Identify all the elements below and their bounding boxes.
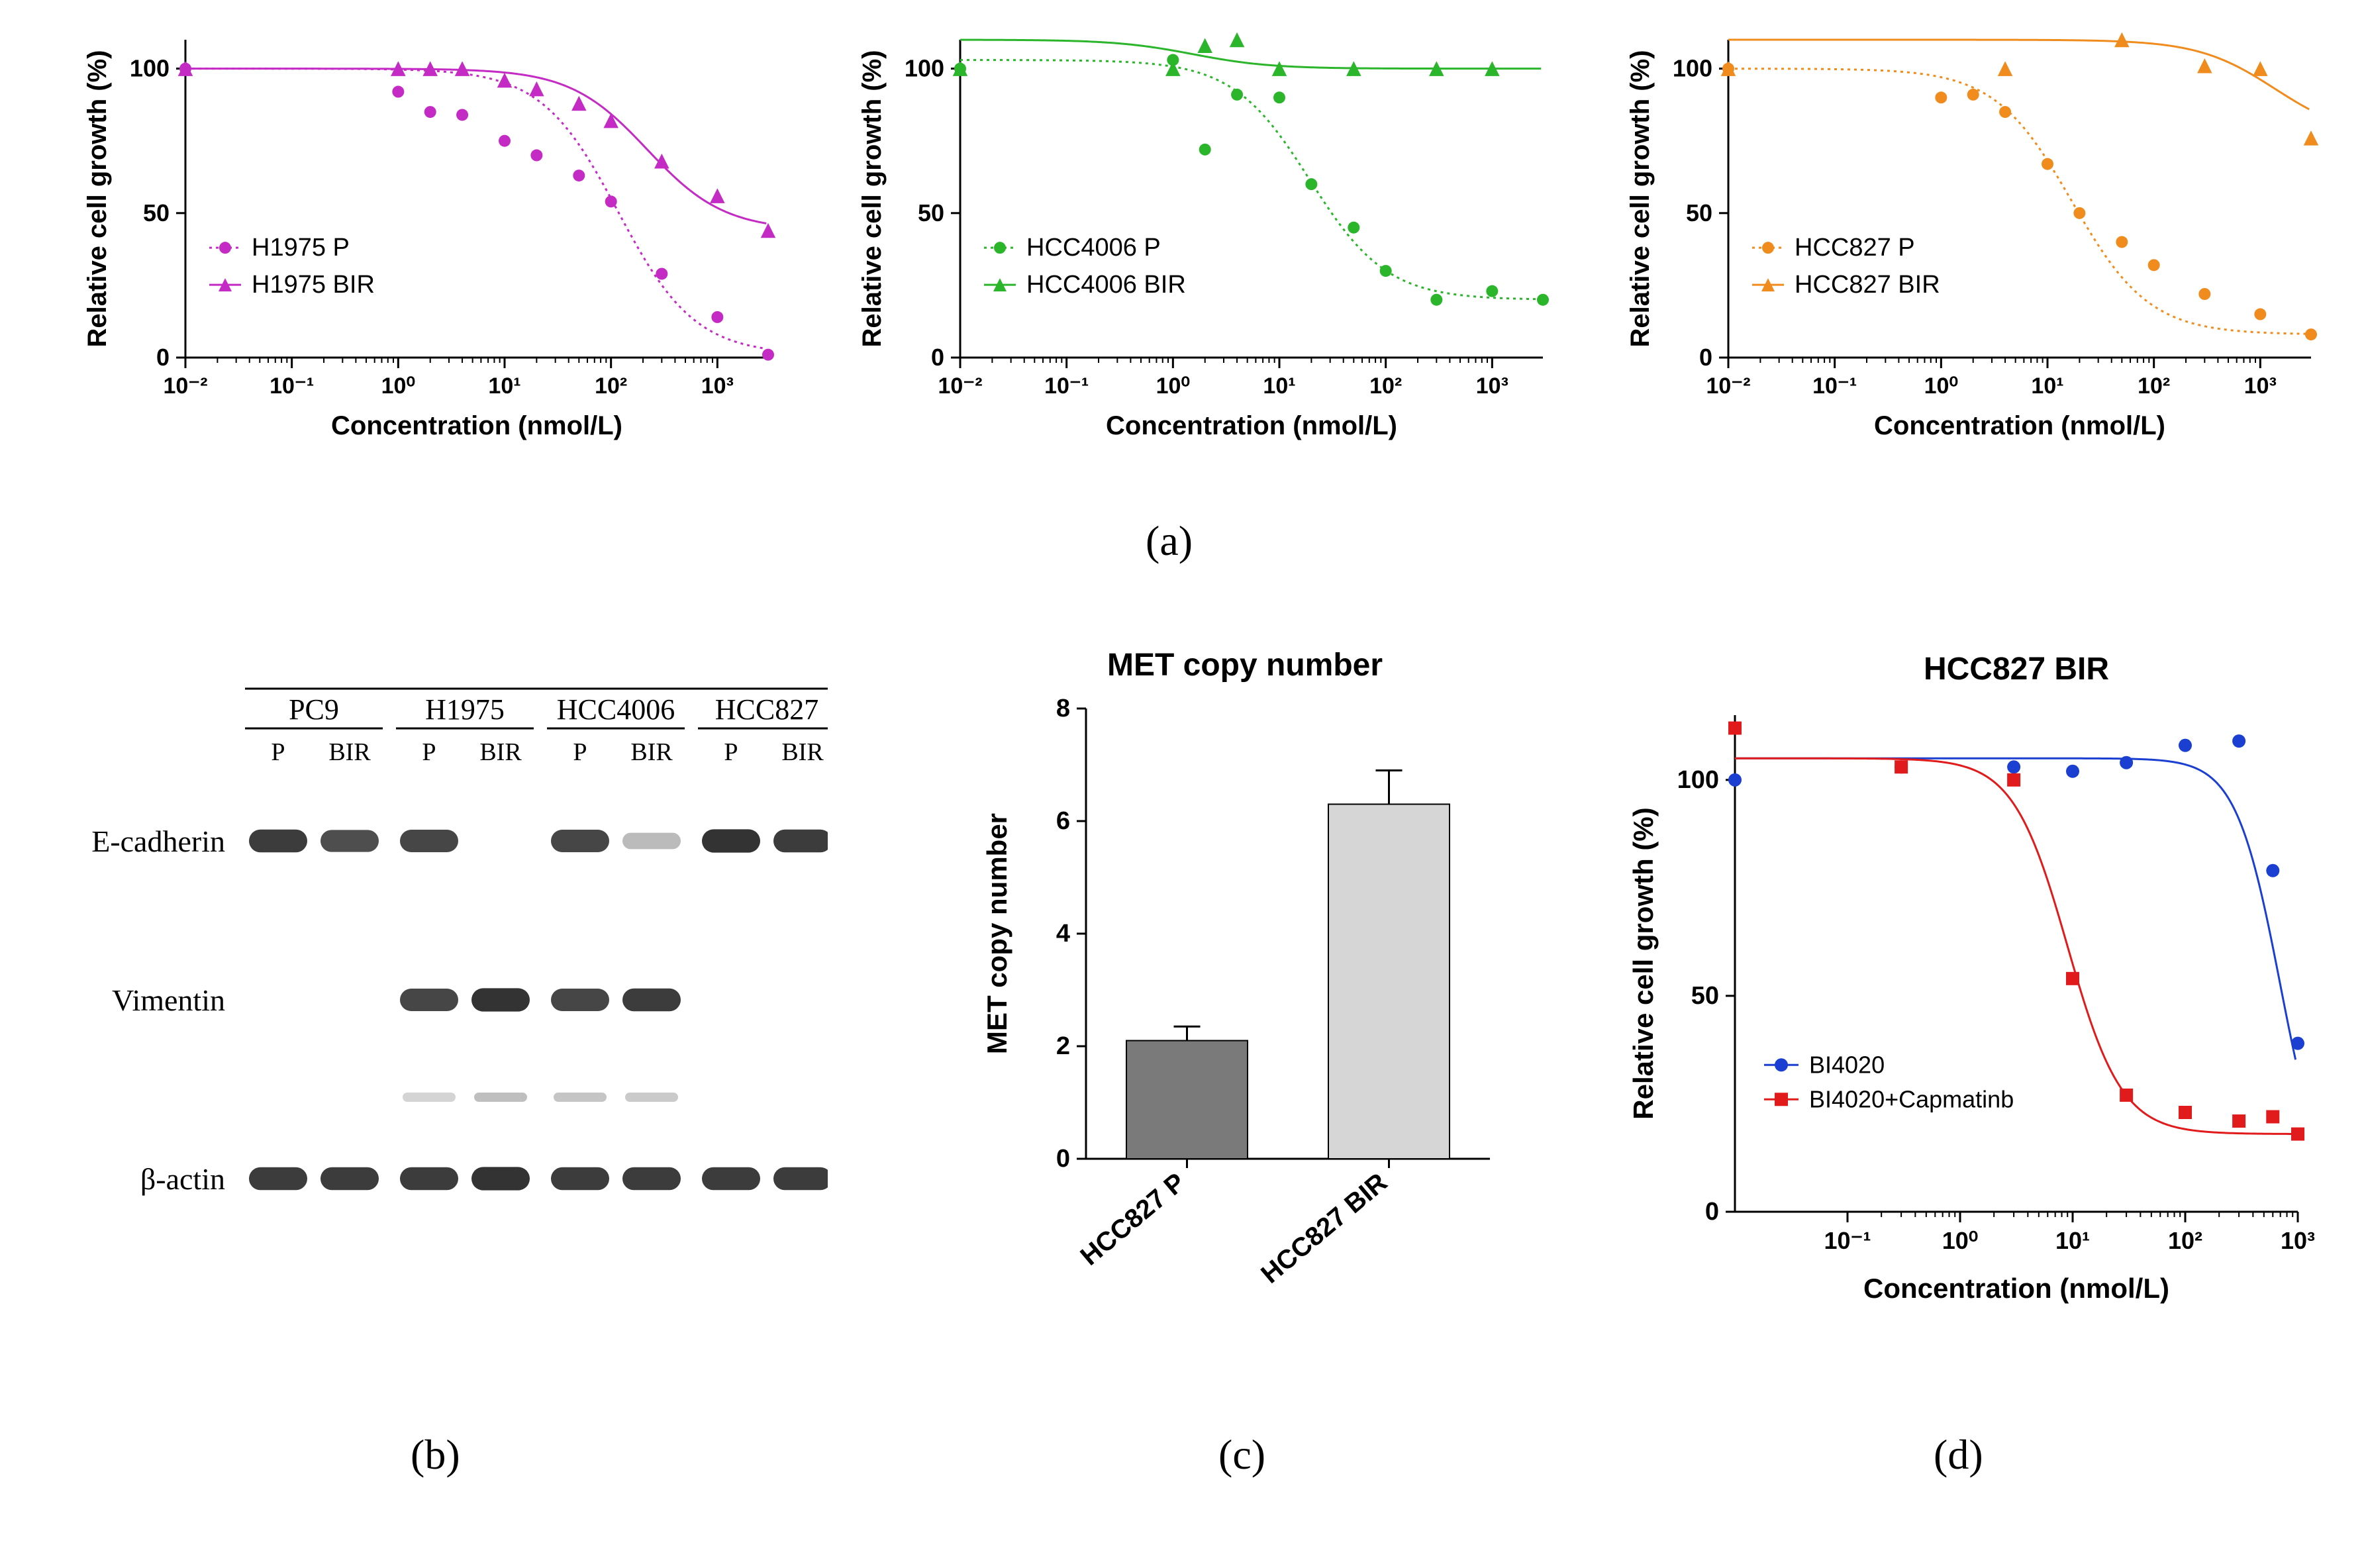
svg-text:10⁻¹: 10⁻¹ <box>270 373 314 399</box>
dose-response-chart-hcc4006: 0 50 100 10⁻² 10⁻¹ 10⁰ 10¹ 10² 10³ Concentration … <box>848 26 1563 450</box>
dose-response-chart-hcc827: 0 50 100 10⁻² 10⁻¹ 10⁰ 10¹ 10² 10³ Concentration … <box>1616 26 2331 450</box>
svg-text:50: 50 <box>1686 199 1712 226</box>
svg-text:10⁻¹: 10⁻¹ <box>1812 373 1857 399</box>
svg-text:100: 100 <box>130 55 170 82</box>
svg-text:10⁰: 10⁰ <box>381 373 415 399</box>
svg-text:H1975: H1975 <box>425 693 505 726</box>
svg-text:100: 100 <box>905 55 944 82</box>
svg-text:2: 2 <box>1056 1032 1070 1060</box>
svg-text:10⁻²: 10⁻² <box>163 373 207 399</box>
svg-text:10²: 10² <box>595 373 627 399</box>
svg-text:10¹: 10¹ <box>2031 373 2063 399</box>
svg-text:Concentration (nmol/L): Concentration (nmol/L) <box>331 411 622 440</box>
svg-text:H1975 BIR: H1975 BIR <box>252 271 375 299</box>
svg-text:HCC827 BIR: HCC827 BIR <box>1924 652 2109 687</box>
svg-text:10²: 10² <box>1369 373 1402 399</box>
svg-text:E-cadherin: E-cadherin <box>91 824 225 858</box>
svg-text:Vimentin: Vimentin <box>112 983 225 1017</box>
sublabel-d: (d) <box>1934 1430 1983 1479</box>
svg-text:10³: 10³ <box>1476 373 1508 399</box>
svg-text:10¹: 10¹ <box>1263 373 1295 399</box>
svg-text:10²: 10² <box>2168 1227 2202 1254</box>
svg-text:10³: 10³ <box>2244 373 2277 399</box>
svg-text:HCC827 BIR: HCC827 BIR <box>1256 1167 1393 1289</box>
svg-text:HCC4006: HCC4006 <box>557 693 675 726</box>
svg-text:Relative cell growth (%): Relative cell growth (%) <box>1626 50 1655 348</box>
svg-text:0: 0 <box>1705 1198 1719 1226</box>
svg-text:10⁻¹: 10⁻¹ <box>1044 373 1089 399</box>
svg-text:10³: 10³ <box>701 373 734 399</box>
hcc827bir-combo-chart: HCC827 BIR 0 50 100 10⁻¹ 10⁰ 10¹ 10² 10³ Concentr… <box>1616 642 2318 1318</box>
svg-text:100: 100 <box>1677 766 1719 794</box>
svg-text:50: 50 <box>918 199 944 226</box>
svg-text:50: 50 <box>1691 982 1719 1010</box>
svg-text:HCC827: HCC827 <box>715 693 818 726</box>
svg-text:0: 0 <box>156 344 170 371</box>
svg-text:50: 50 <box>143 199 170 226</box>
svg-text:MET copy number: MET copy number <box>1107 648 1383 683</box>
svg-text:HCC827 BIR: HCC827 BIR <box>1795 271 1940 299</box>
svg-text:10⁰: 10⁰ <box>1942 1227 1978 1254</box>
svg-text:H1975 P: H1975 P <box>252 234 350 262</box>
svg-text:100: 100 <box>1673 55 1712 82</box>
svg-text:6: 6 <box>1056 807 1070 835</box>
svg-text:P: P <box>573 738 587 766</box>
svg-text:P: P <box>422 738 436 766</box>
svg-text:P: P <box>724 738 738 766</box>
svg-text:0: 0 <box>1699 344 1712 371</box>
svg-text:P: P <box>271 738 285 766</box>
svg-text:PC9: PC9 <box>289 693 339 726</box>
svg-text:HCC827 P: HCC827 P <box>1795 234 1915 262</box>
svg-text:BIR: BIR <box>479 738 522 766</box>
svg-text:HCC4006 BIR: HCC4006 BIR <box>1026 271 1186 299</box>
svg-text:10⁰: 10⁰ <box>1156 373 1190 399</box>
svg-text:10³: 10³ <box>2281 1227 2315 1254</box>
svg-text:BIR: BIR <box>781 738 824 766</box>
svg-text:BI4020+Capmatinb: BI4020+Capmatinb <box>1809 1085 2014 1112</box>
svg-text:0: 0 <box>931 344 944 371</box>
svg-text:Concentration (nmol/L): Concentration (nmol/L) <box>1106 411 1397 440</box>
svg-text:BIR: BIR <box>630 738 673 766</box>
svg-text:BIR: BIR <box>328 738 371 766</box>
svg-text:10¹: 10¹ <box>488 373 520 399</box>
svg-text:10⁻¹: 10⁻¹ <box>1824 1227 1871 1254</box>
svg-text:HCC4006 P: HCC4006 P <box>1026 234 1161 262</box>
svg-text:BI4020: BI4020 <box>1809 1051 1885 1078</box>
svg-text:10⁻²: 10⁻² <box>938 373 982 399</box>
sublabel-c: (c) <box>1218 1430 1265 1479</box>
svg-text:0: 0 <box>1056 1145 1070 1173</box>
svg-text:Concentration (nmol/L): Concentration (nmol/L) <box>1874 411 2165 440</box>
svg-text:Relative cell growth (%): Relative cell growth (%) <box>83 50 112 348</box>
svg-text:MET copy number: MET copy number <box>981 813 1012 1054</box>
svg-text:10¹: 10¹ <box>2055 1227 2090 1254</box>
svg-text:8: 8 <box>1056 695 1070 722</box>
svg-text:HCC827 P: HCC827 P <box>1075 1167 1191 1271</box>
svg-text:Relative cell growth (%): Relative cell growth (%) <box>858 50 887 348</box>
sublabel-a: (a) <box>1146 516 1193 565</box>
svg-text:β-actin: β-actin <box>140 1162 225 1196</box>
svg-text:10⁻²: 10⁻² <box>1706 373 1750 399</box>
svg-text:Concentration (nmol/L): Concentration (nmol/L) <box>1863 1273 2169 1304</box>
sublabel-b: (b) <box>411 1430 460 1479</box>
dose-response-chart-h1975: 0 50 100 10⁻² 10⁻¹ 10⁰ 10¹ 10² 10³ Concentration … <box>73 26 788 450</box>
svg-text:Relative cell growth (%): Relative cell growth (%) <box>1628 807 1659 1119</box>
met-copy-bar-chart: MET copy number 0 2 4 6 8 MET copy number HCC82… <box>973 642 1516 1318</box>
svg-text:10²: 10² <box>2138 373 2170 399</box>
western-blot: PC9PBIRH1975PBIRHCC4006PBIRHCC827PBIRE-c… <box>60 669 828 1298</box>
svg-text:4: 4 <box>1056 920 1070 948</box>
svg-text:10⁰: 10⁰ <box>1924 373 1958 399</box>
